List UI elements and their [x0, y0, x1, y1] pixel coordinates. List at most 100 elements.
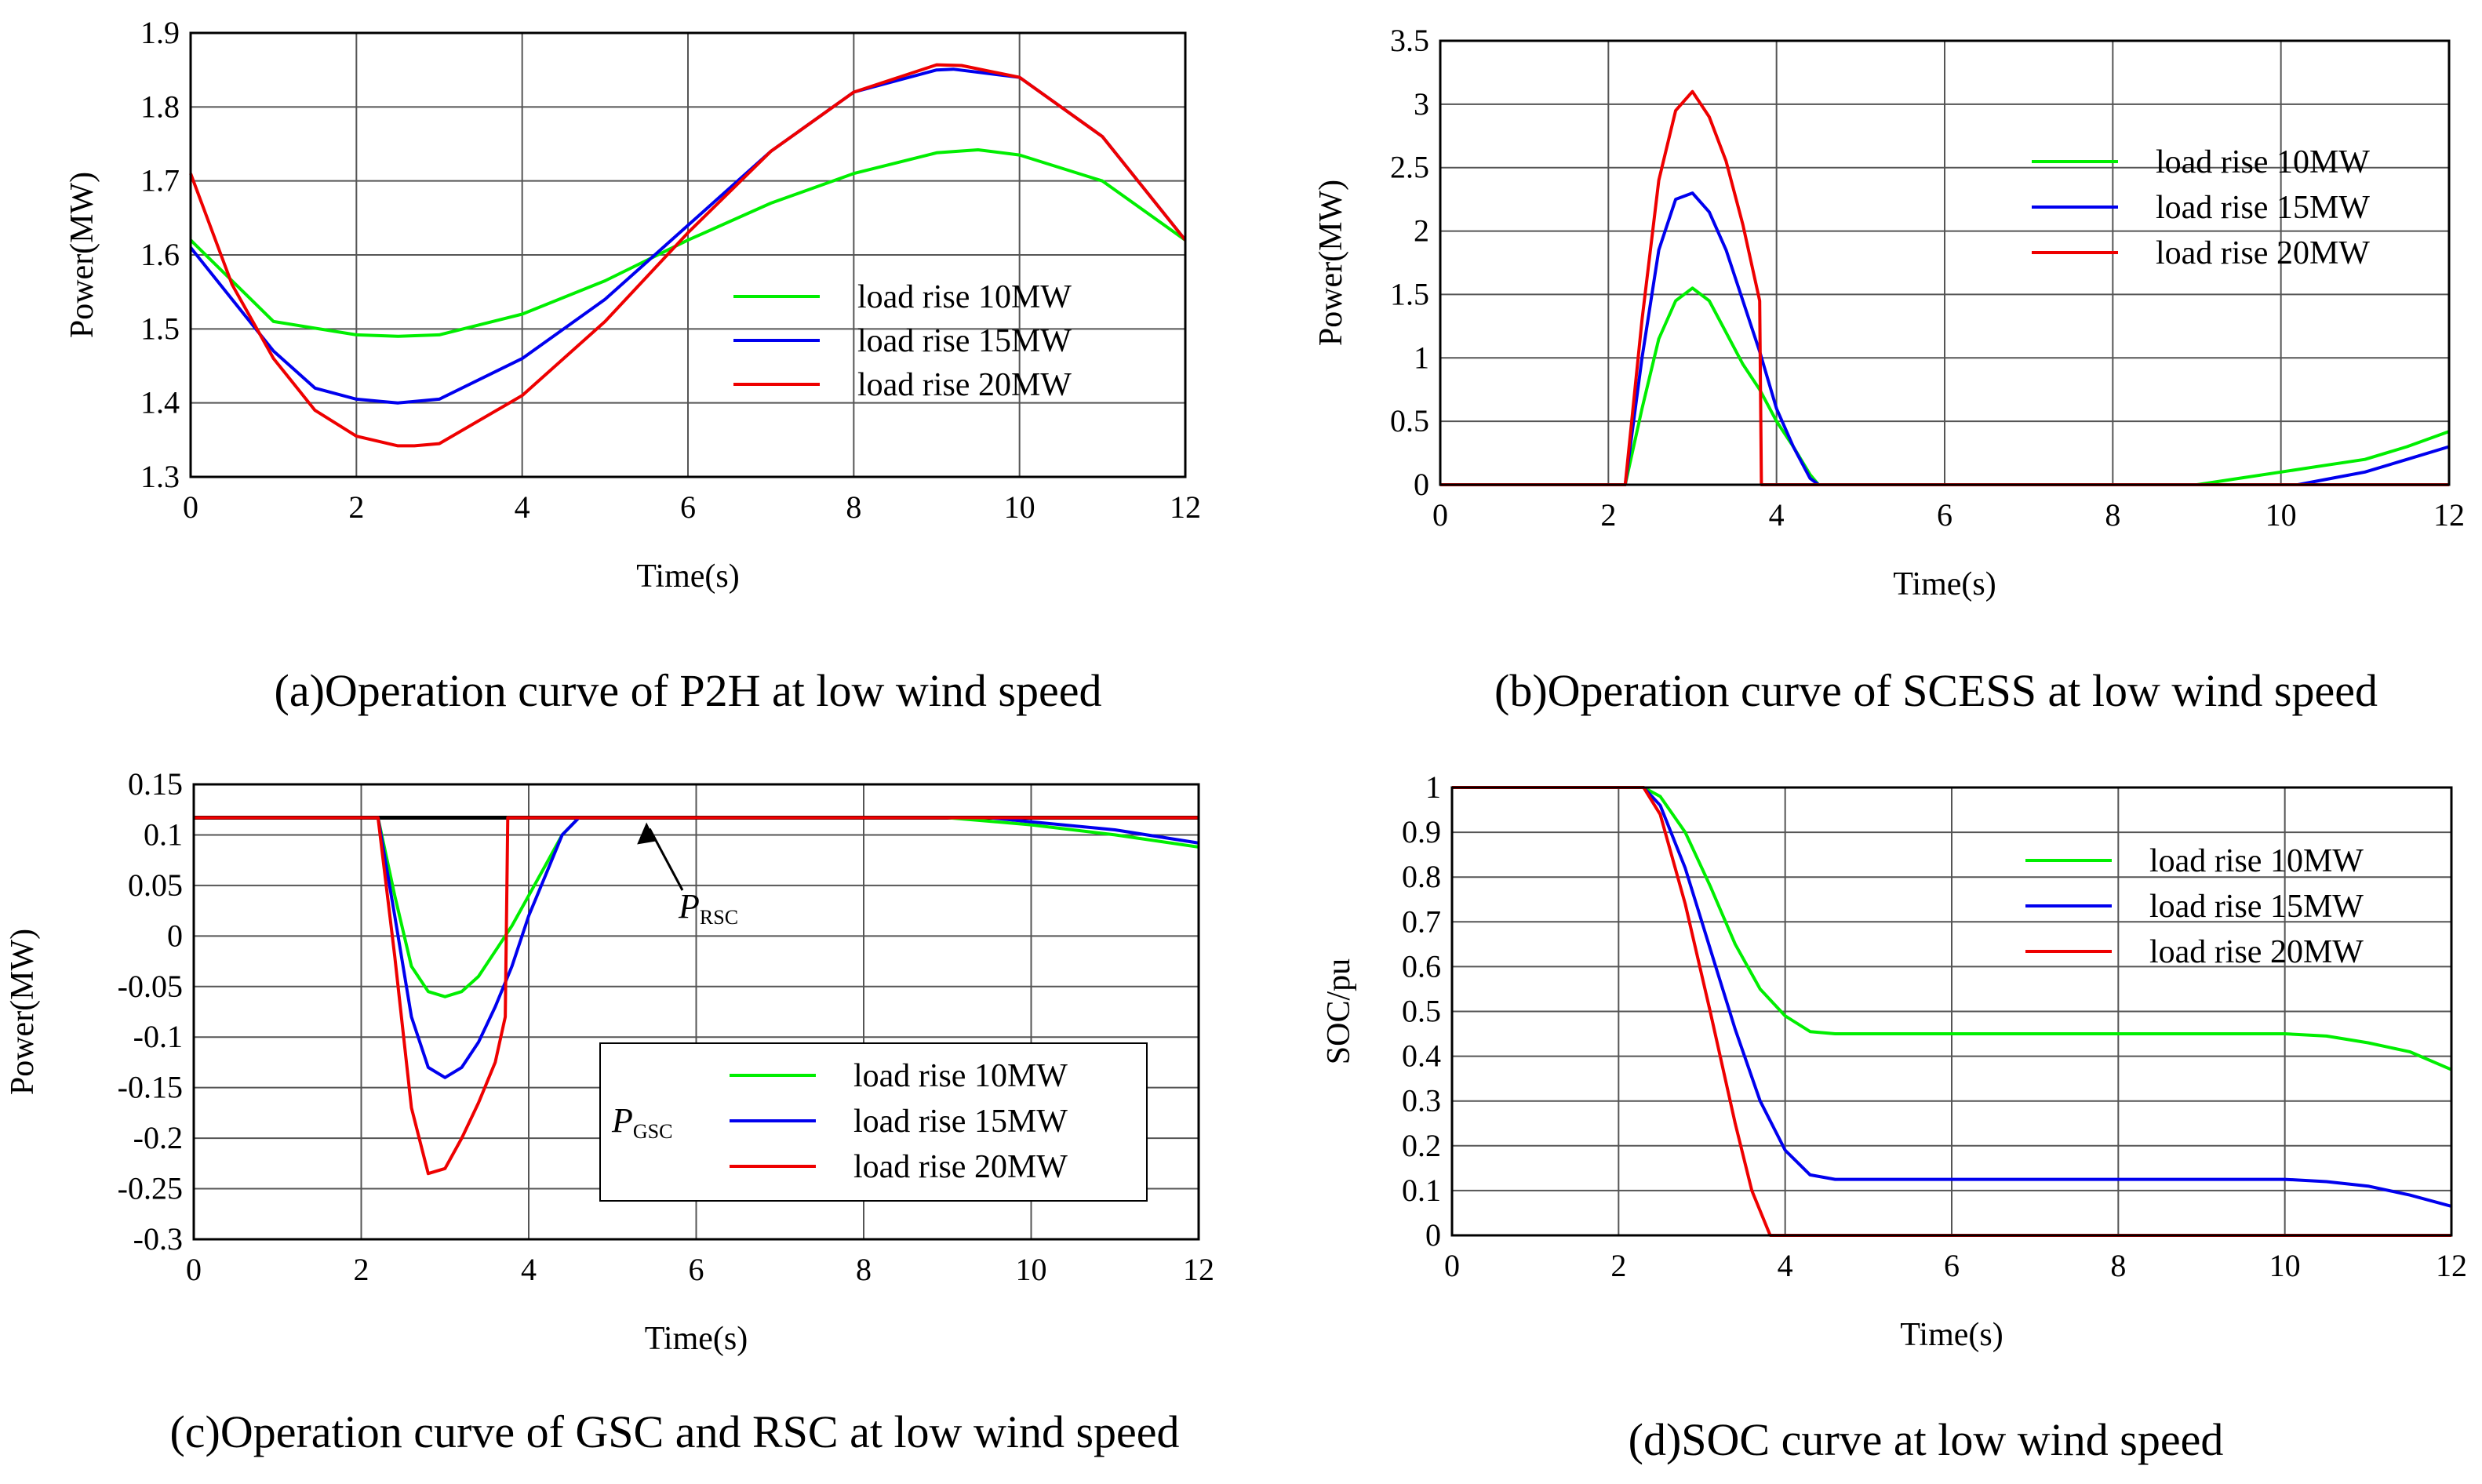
rsc-annotation-sub: RSC	[700, 906, 738, 929]
legend-label: load rise 15MW	[853, 1104, 1068, 1140]
chart-panel-c: 0 2 4 6 8 10 12 -0.3 -0.25 -0.2 -0.15 -0.1 -0.05 0 0.0…	[5, 766, 1214, 1457]
y-tick-label: 1	[1425, 769, 1441, 805]
legend-label: load rise 15MW	[2156, 190, 2370, 226]
y-tick-label: 0.1	[1402, 1173, 1441, 1208]
series-line-load-rise-10mw	[189, 148, 1187, 338]
legend: load rise 10MW load rise 15MW load rise 20…	[2032, 144, 2370, 271]
x-tick-label: 6	[1944, 1248, 1960, 1283]
y-tick-label: 1.4	[140, 385, 180, 420]
series-line-load-rise-20mw	[189, 63, 1187, 448]
y-axis-label: SOC/pu	[1321, 958, 1357, 1064]
y-tick-label: 2.5	[1390, 150, 1429, 185]
series-line-load-rise-20mw	[194, 816, 1199, 1176]
y-axis-label: Power(MW)	[1313, 180, 1349, 346]
legend: load rise 10MW load rise 15MW load rise 20…	[733, 279, 1072, 403]
x-tick-label: 0	[186, 1252, 202, 1287]
x-tick-label: 10	[1016, 1252, 1047, 1287]
x-tick-label: 8	[2105, 497, 2120, 533]
panel-caption: (c)Operation curve of GSC and RSC at low…	[169, 1406, 1179, 1457]
legend-label: load rise 10MW	[2156, 144, 2370, 180]
series-line-load-rise-15mw	[189, 67, 1187, 405]
legend-box	[599, 1042, 1148, 1202]
chart-panel-d: 0 2 4 6 8 10 12 0 0.1 0.2 0.3 0.4 0.5 0.6 0.7 0.8 0.9 1 Ti…	[1321, 769, 2467, 1465]
x-axis-label: Time(s)	[645, 1321, 748, 1357]
y-tick-label: 0	[1425, 1217, 1441, 1253]
y-tick-label: 1.5	[1390, 276, 1429, 311]
x-tick-label: 12	[1170, 489, 1201, 525]
legend-label: load rise 20MW	[857, 367, 1072, 403]
y-tick-label: 0.3	[1402, 1083, 1441, 1118]
chart-panel-a: 0 2 4 6 8 10 12 1.3 1.4 1.5 1.6 1.7 1.8 1.9 Time(s) Pow…	[64, 15, 1201, 716]
series-line-load-rise-20mw	[1440, 89, 2449, 486]
y-tick-label: 0.2	[1402, 1128, 1441, 1163]
y-tick-label: 0.6	[1402, 948, 1441, 984]
x-axis-label: Time(s)	[1900, 1317, 2003, 1353]
plot-frame	[192, 783, 1200, 1241]
series-line-load-rise-20mw	[1452, 786, 2451, 1237]
legend-label: load rise 10MW	[2149, 843, 2364, 879]
legend-label: load rise 10MW	[857, 279, 1072, 315]
y-tick-label: -0.1	[133, 1019, 183, 1054]
x-tick-label: 10	[2269, 1248, 2301, 1283]
plot-frame	[189, 31, 1187, 478]
x-tick-label: 4	[1769, 497, 1785, 533]
x-tick-label: 6	[680, 489, 696, 525]
y-tick-label: 0.9	[1402, 814, 1441, 849]
y-tick-label: 0.05	[128, 867, 183, 903]
panel-caption: (a)Operation curve of P2H at low wind sp…	[275, 665, 1102, 716]
y-tick-label: 0	[167, 918, 183, 953]
y-tick-label: 0.15	[128, 766, 183, 802]
series-line-load-rise-15mw	[1452, 786, 2452, 1208]
y-tick-label: 2	[1414, 213, 1429, 249]
rsc-arrow-head	[637, 822, 657, 845]
x-tick-label: 12	[2433, 497, 2465, 533]
y-axis-label: Power(MW)	[5, 929, 41, 1095]
panel-caption: (b)Operation curve of SCESS at low wind …	[1494, 665, 2378, 716]
legend: load rise 10MW load rise 15MW load rise 20…	[2025, 843, 2364, 970]
x-tick-label: 8	[846, 489, 861, 525]
rsc-annotation: PRSC	[678, 887, 738, 929]
rsc-arrow-line	[648, 827, 684, 891]
x-tick-label: 12	[2436, 1248, 2467, 1283]
x-tick-label: 6	[1937, 497, 1952, 533]
y-tick-label: 0	[1414, 467, 1429, 502]
x-tick-label: 8	[856, 1252, 872, 1287]
y-tick-label: 0.8	[1402, 859, 1441, 894]
y-tick-label: 1	[1414, 340, 1429, 375]
y-tick-label: 0.5	[1402, 994, 1441, 1029]
y-tick-label: 1.3	[140, 459, 180, 494]
panel-caption: (d)SOC curve at low wind speed	[1629, 1414, 2224, 1465]
x-tick-label: 4	[515, 489, 530, 525]
y-tick-label: 1.9	[140, 15, 180, 50]
y-axis-label: Power(MW)	[64, 172, 100, 338]
series-line-load-rise-10mw	[1440, 286, 2450, 486]
y-tick-label: 0.7	[1402, 904, 1441, 939]
x-tick-label: 10	[1004, 489, 1035, 525]
legend-label: load rise 20MW	[2156, 235, 2370, 271]
x-tick-label: 0	[1444, 1248, 1460, 1283]
x-tick-label: 10	[2265, 497, 2297, 533]
x-tick-label: 0	[183, 489, 198, 525]
y-tick-label: -0.2	[133, 1120, 183, 1155]
y-tick-label: -0.15	[118, 1070, 183, 1105]
y-tick-label: 1.8	[140, 89, 180, 124]
gsc-annotation-sub: GSC	[633, 1120, 673, 1143]
x-axis-label: Time(s)	[1893, 566, 1996, 602]
x-tick-label: 2	[348, 489, 364, 525]
x-tick-label: 2	[1600, 497, 1616, 533]
legend-label: load rise 20MW	[853, 1149, 1068, 1185]
y-tick-label: 1.7	[140, 163, 180, 198]
y-tick-label: 0.1	[144, 817, 183, 852]
y-tick-label: 1.6	[140, 237, 180, 272]
x-tick-label: 0	[1432, 497, 1448, 533]
chart-panel-b: 0 2 4 6 8 10 12 0 0.5 1 1.5 2 2.5 3 3.5 Time(s) Power(MW…	[1313, 23, 2465, 716]
y-tick-label: 3.5	[1390, 23, 1429, 58]
series-line-load-rise-10mw	[1452, 786, 2452, 1071]
y-tick-label: -0.3	[133, 1221, 183, 1257]
y-tick-label: 0.5	[1390, 403, 1429, 438]
x-tick-label: 12	[1183, 1252, 1214, 1287]
x-tick-label: 8	[2110, 1248, 2126, 1283]
plot-frame	[1450, 786, 2453, 1237]
